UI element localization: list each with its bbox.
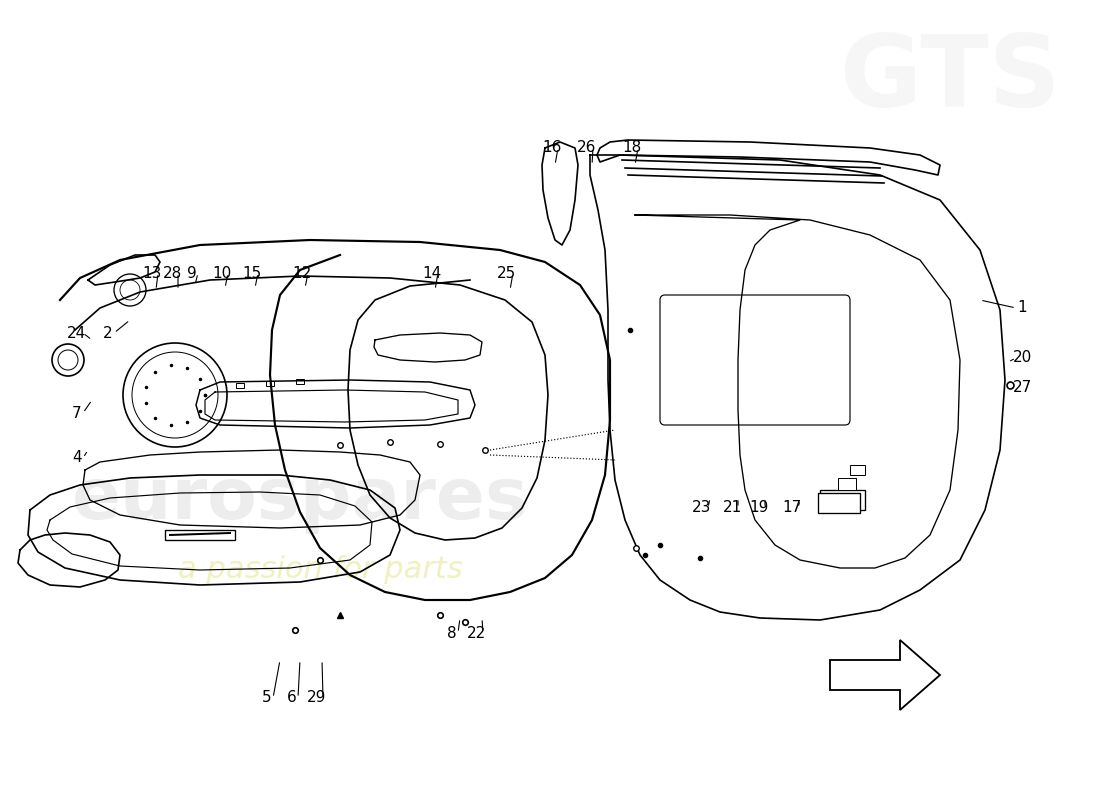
Bar: [266, 381, 274, 386]
Bar: [838, 478, 856, 490]
Bar: [850, 465, 865, 475]
Text: a passion for parts: a passion for parts: [177, 555, 462, 585]
Text: 21: 21: [723, 501, 741, 515]
Text: 2: 2: [103, 326, 113, 341]
Text: 24: 24: [67, 326, 87, 341]
Text: 1: 1: [1018, 301, 1026, 315]
Text: 23: 23: [692, 501, 712, 515]
FancyBboxPatch shape: [660, 295, 850, 425]
Text: GTS: GTS: [839, 31, 1060, 129]
Text: 14: 14: [422, 266, 441, 281]
Text: eurospares: eurospares: [72, 466, 528, 534]
Text: 22: 22: [468, 626, 486, 641]
Text: 13: 13: [142, 266, 162, 281]
Text: 9: 9: [187, 266, 197, 281]
Bar: [820, 490, 865, 510]
Text: 5: 5: [262, 690, 272, 706]
Text: 8: 8: [448, 626, 456, 641]
Text: 27: 27: [1012, 381, 1032, 395]
Text: 16: 16: [542, 141, 562, 155]
Bar: [296, 379, 304, 384]
Text: 12: 12: [293, 266, 311, 281]
Bar: [818, 493, 860, 513]
Text: 28: 28: [163, 266, 182, 281]
Bar: [165, 530, 235, 540]
Text: 10: 10: [212, 266, 232, 281]
Text: 4: 4: [73, 450, 81, 466]
Text: 18: 18: [623, 141, 641, 155]
Text: 29: 29: [307, 690, 327, 706]
Polygon shape: [830, 640, 940, 710]
Text: 26: 26: [578, 141, 596, 155]
Text: 25: 25: [497, 266, 517, 281]
Text: 6: 6: [287, 690, 297, 706]
Text: 19: 19: [749, 501, 769, 515]
Text: 20: 20: [1012, 350, 1032, 366]
Text: 15: 15: [242, 266, 262, 281]
Text: 17: 17: [782, 501, 802, 515]
Text: 7: 7: [73, 406, 81, 421]
Bar: [236, 383, 244, 388]
